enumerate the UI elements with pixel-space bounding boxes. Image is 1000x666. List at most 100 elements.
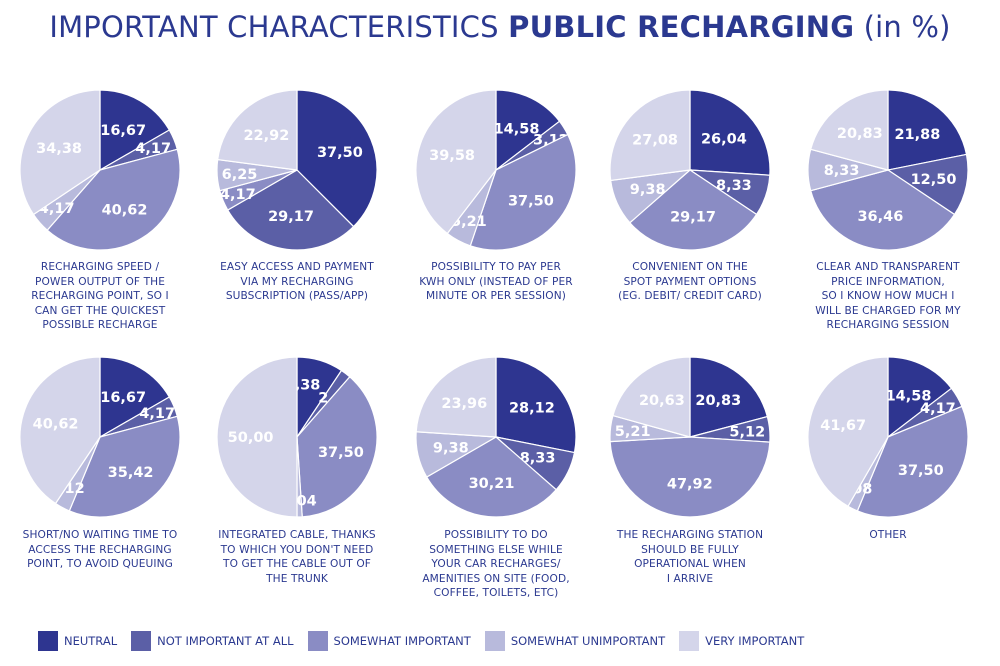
pie-1-caption-line: POWER OUTPUT OF THE bbox=[35, 275, 165, 288]
pie-8-caption-line: AMENITIES ON SITE (FOOD, bbox=[422, 572, 570, 585]
pie-1-slice-very-important bbox=[19, 89, 101, 216]
pie-2-label-neutral: 37,50 bbox=[317, 145, 363, 161]
legend-swatch-somewhat-unimportant bbox=[484, 631, 505, 651]
pie-5-slice-neutral bbox=[887, 89, 968, 171]
pie-4-caption-line: SPOT PAYMENT OPTIONS bbox=[623, 275, 757, 288]
pie-10-slice-neutral bbox=[887, 356, 953, 439]
pie-2-label-very-important: 22,92 bbox=[243, 128, 289, 144]
legend-item-very-important: VERY IMPORTANT bbox=[679, 631, 804, 651]
pie-10-label-neutral: 14,58 bbox=[886, 388, 932, 404]
pie-1-label-neutral: 16,67 bbox=[100, 123, 146, 139]
pie-7-slice-very-important bbox=[216, 356, 298, 518]
pie-5-caption-line: PRICE INFORMATION, bbox=[831, 275, 945, 288]
pie-9-caption: THE RECHARGING STATION SHOULD BE FULLY OPE… bbox=[595, 528, 785, 586]
pie-3-slice-neutral bbox=[495, 89, 561, 172]
pie-2-slice-not-important bbox=[226, 169, 355, 251]
legend-swatch-not-important bbox=[131, 631, 152, 651]
pie-2-caption: EASY ACCESS AND PAYMENT VIA MY RECHARGING… bbox=[202, 260, 392, 304]
pie-8-caption-line: POSSIBILITY TO DO bbox=[444, 529, 548, 541]
pie-6-label-somewhat-important: 35,42 bbox=[108, 465, 154, 481]
pie-8-slice-very-important bbox=[415, 356, 497, 438]
pie-8-slice-neutral bbox=[495, 356, 577, 454]
pie-1-caption-line: CAN GET THE QUICKEST bbox=[34, 304, 166, 317]
pie-1-label-very-important: 34,38 bbox=[36, 141, 82, 157]
pie-8-label-very-important: 23,96 bbox=[441, 396, 487, 412]
pie-9-label-somewhat-important: 47,92 bbox=[667, 476, 713, 492]
pie-5-caption-line: SO I KNOW HOW MUCH I bbox=[821, 290, 955, 303]
legend-swatch-very-important bbox=[679, 631, 700, 651]
pie-4-slice-very-important bbox=[609, 89, 691, 182]
pie-3-caption-line: MINUTE OR PER SESSION) bbox=[426, 290, 566, 303]
pie-4-caption: CONVENIENT ON THE SPOT PAYMENT OPTIONS (EG… bbox=[595, 260, 785, 304]
pie-3-slice-very-important bbox=[415, 89, 497, 235]
pie-2-caption-line: EASY ACCESS AND PAYMENT bbox=[220, 261, 374, 273]
pie-1-caption-line: POSSIBLE RECHARGE bbox=[42, 319, 158, 332]
pie-9-slice-neutral bbox=[689, 356, 769, 438]
pie-5-label-neutral: 21,88 bbox=[894, 127, 940, 143]
pie-7-label-somewhat-important: 37,50 bbox=[318, 445, 364, 461]
pie-3-label-neutral: 14,58 bbox=[494, 121, 540, 137]
pie-4-caption-line: CONVENIENT ON THE bbox=[632, 261, 748, 273]
pie-9-label-very-important: 20,63 bbox=[639, 393, 685, 409]
pie-6-slice-neutral bbox=[99, 356, 171, 439]
pie-3-caption-line: KWH ONLY (INSTEAD OF PER bbox=[419, 275, 573, 288]
pie-4-label-not-important: 8,33 bbox=[716, 178, 752, 194]
pie-2-slice-neutral bbox=[296, 89, 378, 228]
pie-6-caption-line: POINT, TO AVOID QUEUING bbox=[27, 558, 173, 571]
pie-6-slice-somewhat-important bbox=[68, 415, 181, 518]
pie-7-caption-line: TO GET THE CABLE OUT OF bbox=[223, 558, 371, 571]
pie-9-slice-very-important bbox=[612, 356, 691, 438]
pie-10-label-somewhat-important: 37,50 bbox=[898, 463, 944, 479]
pie-5-label-not-important: 12,50 bbox=[911, 172, 957, 188]
pie-8-caption-line: SOMETHING ELSE WHILE bbox=[429, 543, 563, 556]
pie-5-caption-line: WILL BE CHARGED FOR MY bbox=[815, 304, 961, 317]
pie-2-caption-line: VIA MY RECHARGING bbox=[240, 275, 354, 288]
pie-9-caption-line: THE RECHARGING STATION bbox=[616, 529, 764, 541]
title-part-1: IMPORTANT CHARACTERISTICS bbox=[49, 10, 509, 44]
legend-item-neutral: NEUTRAL bbox=[38, 631, 117, 651]
pie-6-caption: SHORT/NO WAITING TIME TO ACCESS THE RECHA… bbox=[5, 528, 195, 572]
pie-3-label-somewhat-important: 37,50 bbox=[508, 194, 554, 210]
pie-9-label-somewhat-unimportant: 5,21 bbox=[615, 424, 651, 440]
pie-2-label-somewhat-important: 4,17 bbox=[220, 187, 256, 203]
pie-7-slice-somewhat-important bbox=[296, 376, 378, 518]
pie-1-caption: RECHARGING SPEED / POWER OUTPUT OF THE REC… bbox=[5, 260, 195, 333]
pie-6-label-not-important: 4,17 bbox=[139, 406, 175, 422]
pie-5-label-somewhat-important: 36,46 bbox=[857, 209, 903, 225]
title-part-2: PUBLIC RECHARGING bbox=[508, 10, 855, 44]
pie-10-caption-line: OTHER bbox=[869, 529, 907, 541]
pie-8: 28,12 8,33 30,21 9,38 23,96 bbox=[415, 356, 577, 518]
pie-8-slice-somewhat-important bbox=[425, 436, 558, 518]
pie-2-caption-line: SUBSCRIPTION (PASS/APP) bbox=[225, 290, 369, 303]
pie-9-caption-line: OPERATIONAL WHEN bbox=[634, 558, 746, 571]
pie-8-label-not-important: 8,33 bbox=[520, 451, 556, 467]
pie-8-caption-line: COFFEE, TOILETS, ETC) bbox=[433, 587, 559, 600]
pie-10-caption: OTHER bbox=[793, 528, 983, 543]
pie-8-label-somewhat-unimportant: 9,38 bbox=[433, 441, 469, 457]
pie-5-caption: CLEAR AND TRANSPARENT PRICE INFORMATION, S… bbox=[793, 260, 983, 333]
pie-1-slice-neutral bbox=[99, 89, 171, 172]
pie-4-label-neutral: 26,04 bbox=[701, 131, 747, 147]
pie-8-label-somewhat-important: 30,21 bbox=[469, 476, 515, 492]
pie-6-caption-line: ACCESS THE RECHARGING bbox=[28, 543, 172, 556]
pie-9: 20,83 5,12 47,92 5,21 20,63 bbox=[609, 356, 771, 518]
pie-8-caption: POSSIBILITY TO DO SOMETHING ELSE WHILE YOU… bbox=[401, 528, 591, 601]
pie-2: 37,50 29,17 4,17 6,25 22,92 bbox=[216, 89, 378, 251]
pie-6-caption-line: SHORT/NO WAITING TIME TO bbox=[22, 529, 178, 541]
pie-5-slice-somewhat-important bbox=[809, 169, 956, 251]
pie-4-label-somewhat-unimportant: 9,38 bbox=[630, 182, 666, 198]
pie-5-label-somewhat-unimportant: 8,33 bbox=[824, 163, 860, 179]
pie-5-caption-line: RECHARGING SESSION bbox=[826, 319, 950, 332]
legend-label-somewhat-important: SOMEWHAT IMPORTANT bbox=[333, 634, 471, 648]
pie-5-caption-line: CLEAR AND TRANSPARENT bbox=[816, 261, 960, 273]
pie-10-slice-very-important bbox=[807, 356, 889, 508]
pie-1-slice-somewhat-important bbox=[46, 148, 181, 251]
pie-5: 21,88 12,50 36,46 8,33 20,83 bbox=[807, 89, 969, 251]
